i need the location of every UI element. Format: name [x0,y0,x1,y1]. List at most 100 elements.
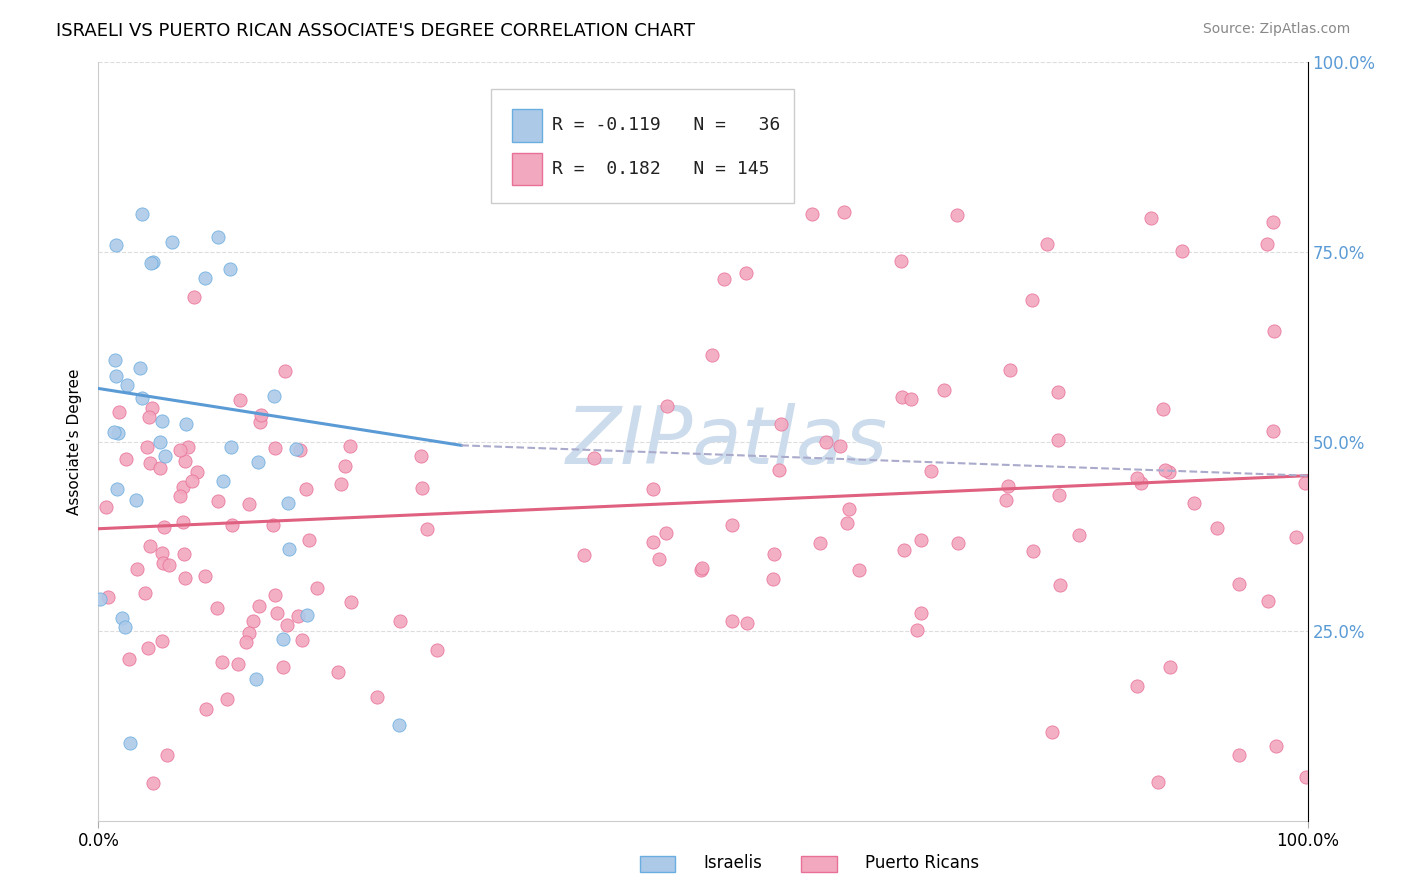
Point [120,736,142,750]
Point [643,534,665,549]
Point [149,434,172,449]
Point [127,562,149,576]
Point [1067,528,1090,542]
Point [295,482,318,496]
Point [890,390,912,404]
Point [139,256,162,270]
Point [1139,211,1161,225]
Point [103,425,125,439]
Point [135,440,157,454]
Point [1021,293,1043,307]
Point [97,590,120,604]
Point [1146,774,1168,789]
Text: ISRAELI VS PUERTO RICAN ASSOCIATE'S DEGREE CORRELATION CHART: ISRAELI VS PUERTO RICAN ASSOCIATE'S DEGR… [56,22,695,40]
Point [572,548,595,562]
Point [340,595,363,609]
Point [142,776,165,790]
Point [157,558,180,572]
Point [655,526,678,541]
Point [262,518,284,533]
Point [995,492,1018,507]
Point [271,632,294,646]
Point [814,434,837,449]
Point [150,633,173,648]
Point [1047,487,1070,501]
Point [226,657,249,671]
Point [125,493,148,508]
Y-axis label: Associate's Degree: Associate's Degree [67,368,83,515]
Point [177,440,200,454]
Point [1227,748,1250,763]
Point [142,255,165,269]
Point [108,405,131,419]
Point [828,439,851,453]
Point [834,205,856,219]
Point [271,660,294,674]
Point [105,368,128,383]
Point [115,452,138,467]
Point [1154,463,1177,477]
Point [136,640,159,655]
Point [155,449,177,463]
Point [307,581,329,595]
Point [1285,530,1308,544]
Point [1263,215,1285,229]
Point [762,572,785,586]
Point [1046,384,1069,399]
Point [905,623,928,637]
Point [1257,594,1279,608]
Point [207,229,229,244]
Point [366,690,388,705]
Point [330,477,353,491]
Point [263,389,285,403]
Point [411,481,433,495]
Point [335,458,357,473]
Point [702,349,724,363]
Point [932,383,955,397]
Point [276,618,298,632]
Point [247,599,270,613]
Point [183,290,205,304]
Point [105,483,128,497]
Point [768,463,790,477]
Point [837,516,859,530]
Point [910,533,932,547]
Point [193,569,215,583]
Point [169,443,191,458]
Point [245,672,267,686]
Point [1022,544,1045,558]
Point [89,592,111,607]
Point [948,536,970,550]
Point [141,401,163,416]
Point [118,652,141,666]
Point [194,271,217,285]
Point [228,393,250,408]
Point [900,392,922,407]
Point [173,571,195,585]
Point [287,608,309,623]
Text: R = -0.119   N =   36: R = -0.119 N = 36 [551,116,780,135]
Bar [512,110,543,142]
Point [426,643,449,657]
Point [152,556,174,570]
Text: ZIPatlas: ZIPatlas [567,402,889,481]
Point [997,479,1019,493]
Point [211,474,233,488]
Point [689,563,711,577]
Point [388,717,411,731]
Point [150,546,173,560]
Point [218,262,240,277]
Point [152,520,174,534]
Point [328,665,350,679]
Point [274,364,297,378]
Point [721,614,744,628]
Point [737,615,759,630]
Point [848,563,870,577]
Point [1159,660,1181,674]
Point [655,399,678,413]
Point [1126,471,1149,485]
Point [172,480,194,494]
Point [186,465,208,479]
Point [946,208,969,222]
Point [128,360,150,375]
